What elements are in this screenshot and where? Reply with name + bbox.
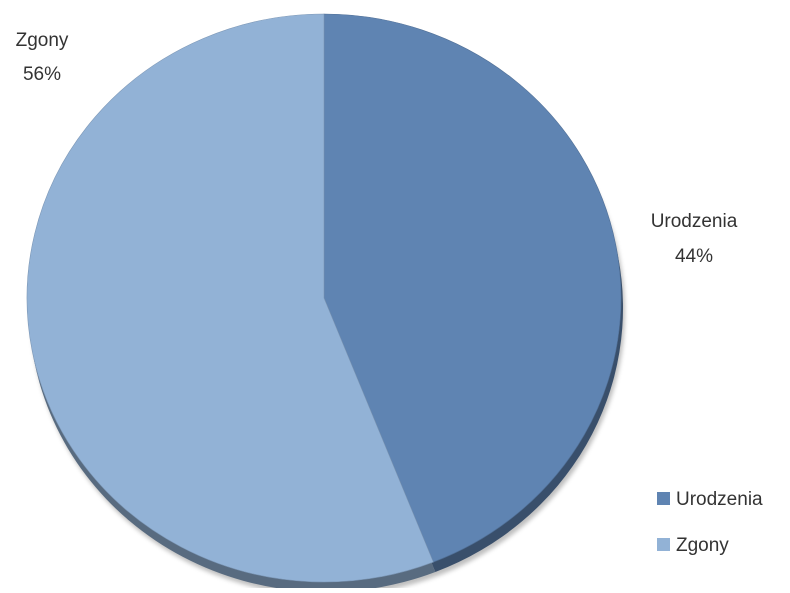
- legend-label-urodzenia: Urodzenia: [676, 489, 763, 510]
- slice-label-urodzenia-name: Urodzenia: [651, 211, 738, 232]
- legend: Urodzenia Zgony: [657, 489, 763, 556]
- legend-label-zgony: Zgony: [676, 535, 729, 556]
- pie-slice-urodzenia: [323, 13, 622, 563]
- slice-label-urodzenia-value: 44%: [675, 246, 713, 267]
- legend-swatch-zgony: [657, 538, 670, 551]
- pie-slice-zgony: [26, 13, 434, 583]
- slice-label-zgony-value: 56%: [23, 64, 61, 85]
- slice-label-zgony-name: Zgony: [16, 30, 69, 51]
- slice-label-urodzenia: Urodzenia 44%: [651, 211, 738, 267]
- pie-slices: [26, 13, 622, 583]
- legend-item-zgony: Zgony: [657, 535, 729, 556]
- legend-item-urodzenia: Urodzenia: [657, 489, 763, 510]
- slice-label-zgony: Zgony 56%: [16, 30, 69, 85]
- legend-swatch-urodzenia: [657, 492, 670, 505]
